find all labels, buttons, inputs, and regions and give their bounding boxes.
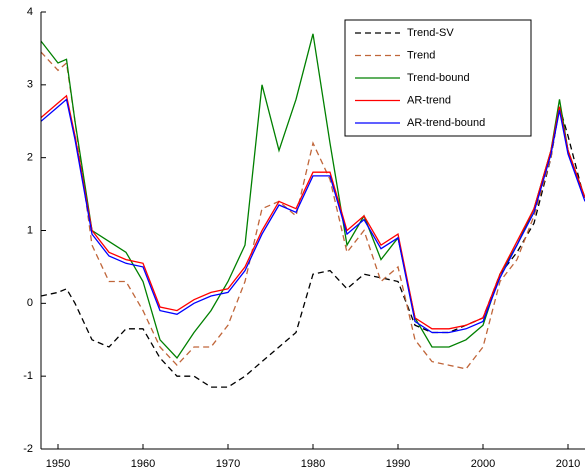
- x-tick-label: 1980: [301, 458, 325, 470]
- y-tick-label: 3: [27, 79, 33, 91]
- plot-area: [41, 33, 585, 388]
- series-line: [41, 98, 585, 334]
- x-tick-label: 1960: [131, 458, 155, 470]
- series-line: [41, 51, 585, 370]
- x-tick-label: 2010: [556, 458, 580, 470]
- series-line: [41, 94, 585, 330]
- legend-label: Trend: [407, 49, 435, 61]
- x-tick-label: 1950: [46, 458, 70, 470]
- legend-label: Trend-SV: [407, 27, 454, 39]
- y-tick-label: -2: [23, 443, 33, 455]
- legend-label: AR-trend-bound: [407, 117, 485, 129]
- y-tick-label: -1: [23, 370, 33, 382]
- series-line: [41, 106, 585, 388]
- y-tick-label: 2: [27, 152, 33, 164]
- legend-label: AR-trend: [407, 94, 451, 106]
- x-tick-label: 1990: [386, 458, 410, 470]
- x-tick-label: 2000: [471, 458, 495, 470]
- legend-label: Trend-bound: [407, 72, 470, 84]
- y-tick-label: 0: [27, 297, 33, 309]
- x-tick-label: 1970: [216, 458, 240, 470]
- y-tick-label: 4: [27, 6, 33, 18]
- y-tick-label: 1: [27, 224, 33, 236]
